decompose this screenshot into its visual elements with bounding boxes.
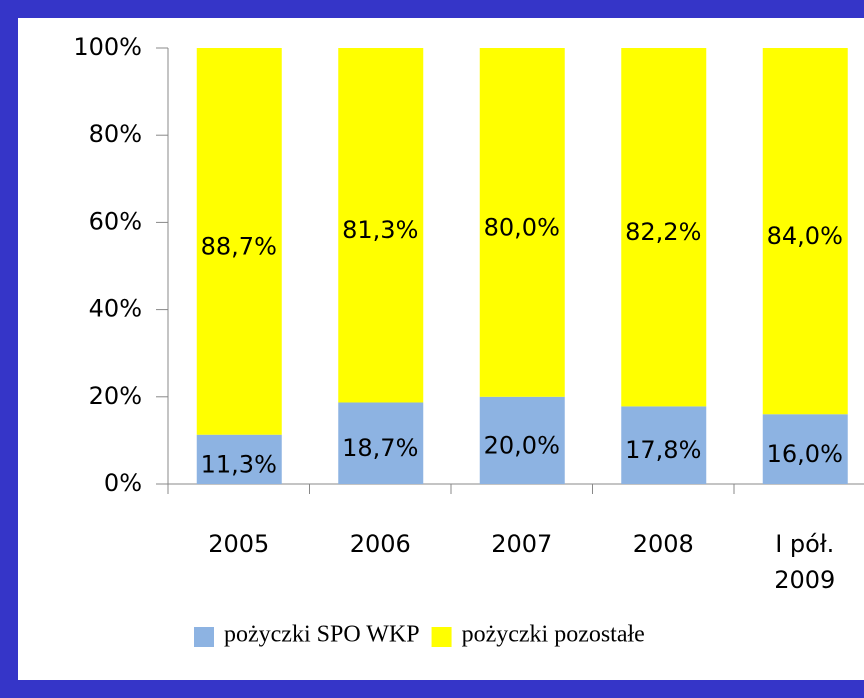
bar-segment [338, 48, 424, 403]
data-label: 84,0% [767, 222, 843, 250]
bar-segment [762, 414, 848, 484]
legend-swatch [431, 627, 452, 647]
frame [18, 18, 864, 680]
data-label: 81,3% [342, 216, 418, 244]
data-label: 82,2% [625, 218, 701, 246]
data-label: 18,7% [342, 434, 418, 462]
bar-segment [762, 48, 848, 415]
legend-label: pożyczki pozostałe [462, 622, 645, 648]
x-tick-label: 2005 [208, 530, 270, 558]
legend-swatch [194, 627, 214, 647]
y-tick-label: 40% [89, 295, 142, 323]
bar-segment [196, 434, 282, 484]
data-label: 16,0% [767, 440, 843, 468]
legend-label: pożyczki SPO WKP [224, 622, 420, 648]
y-tick-label: 0% [104, 469, 142, 497]
data-label: 88,7% [201, 232, 277, 260]
x-tick-label: 2006 [349, 530, 411, 558]
x-tick-label: 2008 [632, 530, 694, 558]
x-tick-label: 2007 [491, 530, 553, 558]
bar-segment [479, 48, 565, 397]
data-label: 20,0% [484, 431, 560, 459]
bar-segment [621, 406, 707, 484]
x-tick-label: I pół. 2009 [774, 530, 836, 594]
y-tick-label: 20% [89, 382, 142, 410]
bar-segment [338, 402, 424, 484]
data-label: 17,8% [625, 436, 701, 464]
y-tick-label: 60% [89, 207, 142, 235]
bar-segment [621, 48, 707, 407]
bar-segment [196, 48, 282, 435]
bar-segment [479, 396, 565, 484]
y-tick-label: 80% [89, 120, 142, 148]
data-label: 11,3% [201, 450, 277, 478]
data-label: 80,0% [484, 213, 560, 241]
y-tick-label: 100% [73, 33, 142, 61]
